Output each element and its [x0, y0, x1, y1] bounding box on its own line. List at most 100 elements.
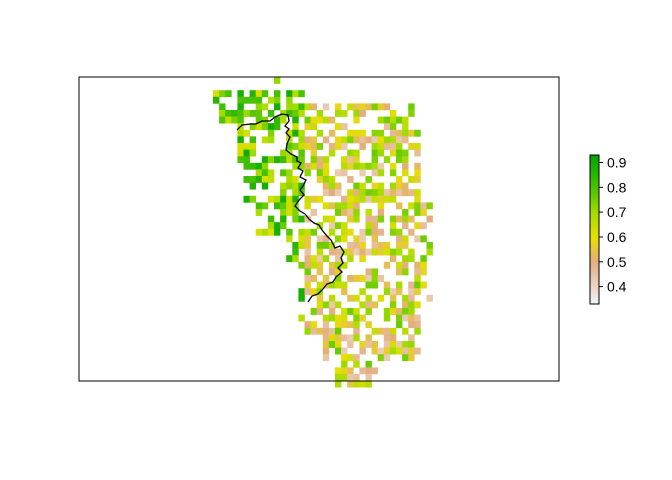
legend-color-step	[590, 294, 599, 298]
raster-cell	[316, 261, 324, 269]
raster-cell	[408, 314, 415, 322]
raster-cell	[414, 288, 421, 296]
raster-cell	[402, 327, 409, 335]
raster-cell	[274, 202, 281, 210]
raster-cell	[298, 294, 305, 302]
raster-cell	[377, 209, 385, 216]
raster-cell	[365, 136, 372, 144]
raster-cell	[322, 235, 330, 243]
raster-cell	[408, 354, 415, 362]
raster-cell	[304, 136, 311, 144]
raster-cell	[328, 143, 336, 150]
raster-cell	[371, 189, 378, 197]
legend-color-step	[590, 284, 599, 288]
raster-cell	[414, 281, 421, 289]
raster-cell	[267, 195, 275, 203]
raster-cell	[219, 110, 226, 117]
raster-cell	[353, 321, 360, 329]
raster-cell	[261, 136, 269, 144]
raster-cell	[347, 149, 354, 157]
raster-cell	[322, 327, 330, 335]
raster-cell	[383, 261, 391, 269]
raster-cell	[292, 90, 299, 98]
raster-cell	[292, 242, 299, 249]
raster-cell	[316, 242, 324, 249]
raster-cell	[298, 182, 305, 190]
raster-cell	[304, 195, 311, 203]
legend-color-step	[590, 227, 599, 230]
raster-cell	[365, 103, 372, 111]
raster-cell	[396, 268, 403, 276]
raster-cell	[249, 123, 256, 131]
raster-cell	[408, 288, 415, 296]
raster-cell	[335, 189, 342, 197]
raster-cell	[316, 143, 324, 150]
raster-cell	[341, 110, 348, 117]
raster-cell	[304, 255, 311, 263]
raster-cell	[383, 327, 391, 335]
raster-cell	[341, 288, 348, 296]
raster-cell	[304, 281, 311, 289]
raster-cell	[237, 129, 244, 137]
raster-cell	[371, 347, 378, 355]
raster-cell	[237, 136, 244, 144]
raster-cell	[396, 156, 403, 164]
raster-cell	[402, 261, 409, 269]
legend-color-step	[590, 189, 599, 193]
raster-cell	[243, 156, 250, 164]
raster-cell	[335, 367, 342, 375]
raster-cell	[322, 182, 330, 190]
legend-tick-label: 0.9	[607, 155, 627, 171]
raster-cell	[341, 367, 348, 375]
raster-cell	[408, 202, 415, 210]
raster-cell	[328, 248, 336, 256]
raster-cell	[396, 202, 403, 210]
raster-cell	[274, 77, 281, 84]
raster-cell	[377, 248, 385, 256]
raster-cell	[414, 209, 421, 216]
raster-cell	[304, 162, 311, 170]
raster-cell	[359, 182, 366, 190]
raster-cell	[322, 156, 330, 164]
legend-color-step	[590, 244, 599, 248]
raster-cell	[304, 261, 311, 269]
raster-cell	[377, 327, 385, 335]
raster-cell	[383, 281, 391, 289]
raster-cell	[316, 110, 324, 117]
raster-cell	[377, 347, 385, 355]
raster-cell	[341, 162, 348, 170]
raster-cell	[310, 321, 317, 329]
raster-cell	[389, 288, 397, 296]
raster-cell	[365, 281, 372, 289]
raster-cell	[396, 116, 403, 124]
raster-cell	[383, 242, 391, 249]
raster-cell	[408, 347, 415, 355]
raster-cell	[365, 176, 372, 183]
raster-cell	[389, 195, 397, 203]
raster-cell	[280, 195, 287, 203]
raster-cell	[347, 202, 354, 210]
raster-cell	[389, 308, 397, 315]
raster-cell	[219, 103, 226, 111]
raster-cell	[359, 129, 366, 137]
raster-cell	[365, 215, 372, 223]
raster-cell	[304, 268, 311, 276]
raster-cell	[347, 215, 354, 223]
raster-cell	[335, 301, 342, 309]
raster-cell	[347, 209, 354, 216]
legend-color-step	[590, 246, 599, 250]
raster-cell	[304, 321, 311, 329]
raster-cell	[322, 242, 330, 249]
raster-cell	[249, 176, 256, 183]
raster-cell	[365, 301, 372, 309]
raster-cell	[341, 374, 348, 381]
raster-cell	[389, 129, 397, 137]
raster-cell	[359, 103, 366, 111]
raster-cell	[414, 129, 421, 137]
raster-cell	[420, 255, 427, 263]
raster-cell	[353, 149, 360, 157]
legend-color-step	[590, 271, 599, 275]
raster-cell	[304, 202, 311, 210]
raster-cell	[335, 248, 342, 256]
raster-cell	[261, 123, 269, 131]
